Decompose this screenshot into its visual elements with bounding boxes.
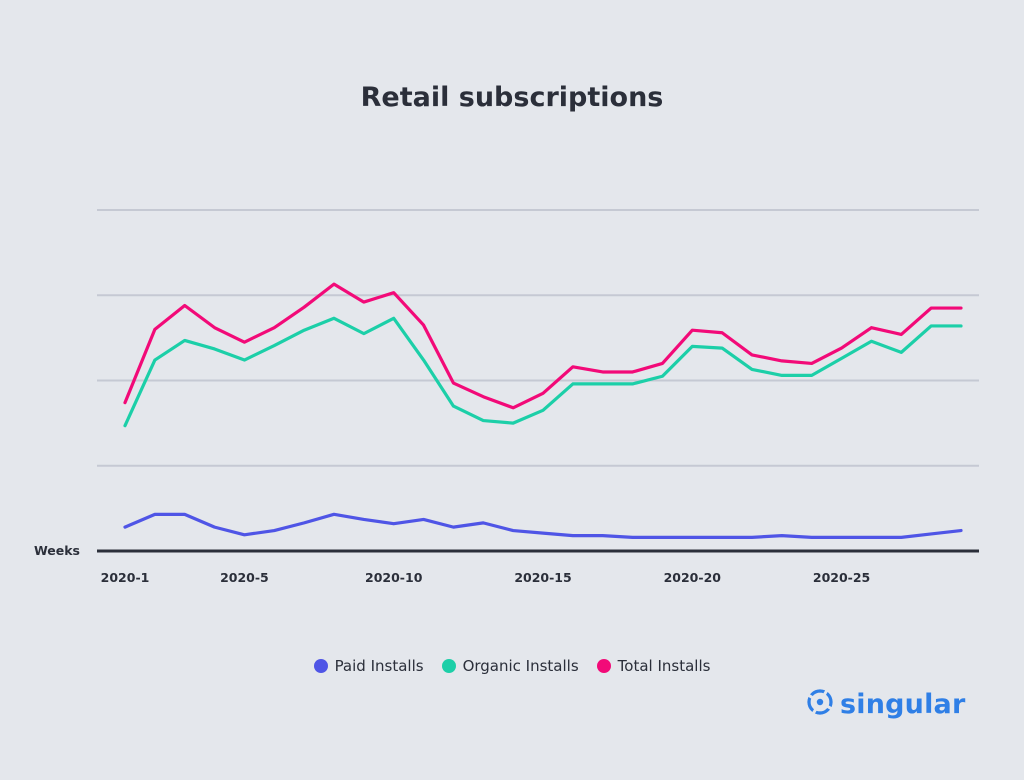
grid-lines: [97, 209, 979, 467]
legend-label-paid: Paid Installs: [334, 657, 424, 675]
series-lines: [123, 282, 963, 539]
x-axis-label: Weeks: [34, 543, 80, 558]
legend-dot-organic: [441, 659, 456, 673]
legend-item-total[interactable]: Total Installs: [596, 657, 711, 675]
x-tick-label: 2020-15: [514, 570, 571, 585]
x-axis: Weeks 2020-1 2020-5 2020-10 2020-15 2020-20 20…: [34, 543, 979, 585]
legend-label-organic: Organic Installs: [462, 657, 579, 675]
legend-dot-paid: [313, 659, 328, 673]
legend: Paid Installs Organic Installs Total Ins…: [0, 657, 1024, 675]
x-tick-label: 2020-20: [664, 570, 722, 585]
x-tick-label: 2020-10: [365, 570, 423, 585]
line-chart: Weeks 2020-1 2020-5 2020-10 2020-15 2020-20 20…: [34, 209, 979, 585]
brand-logo: singular: [806, 688, 966, 720]
series-line-organic: [123, 316, 963, 428]
series-line-total: [123, 282, 963, 410]
legend-label-total: Total Installs: [617, 657, 711, 675]
brand-name: singular: [840, 688, 966, 720]
legend-item-organic[interactable]: Organic Installs: [441, 657, 579, 675]
x-tick-label: 2020-5: [220, 570, 269, 585]
chart-title: Retail subscriptions: [360, 82, 664, 113]
singular-logo-icon: [806, 688, 834, 720]
x-tick-label: 2020-1: [101, 570, 150, 585]
series-line-paid: [123, 512, 963, 539]
legend-dot-total: [596, 659, 611, 673]
legend-item-paid[interactable]: Paid Installs: [313, 657, 424, 675]
x-tick-label: 2020-25: [813, 570, 870, 585]
